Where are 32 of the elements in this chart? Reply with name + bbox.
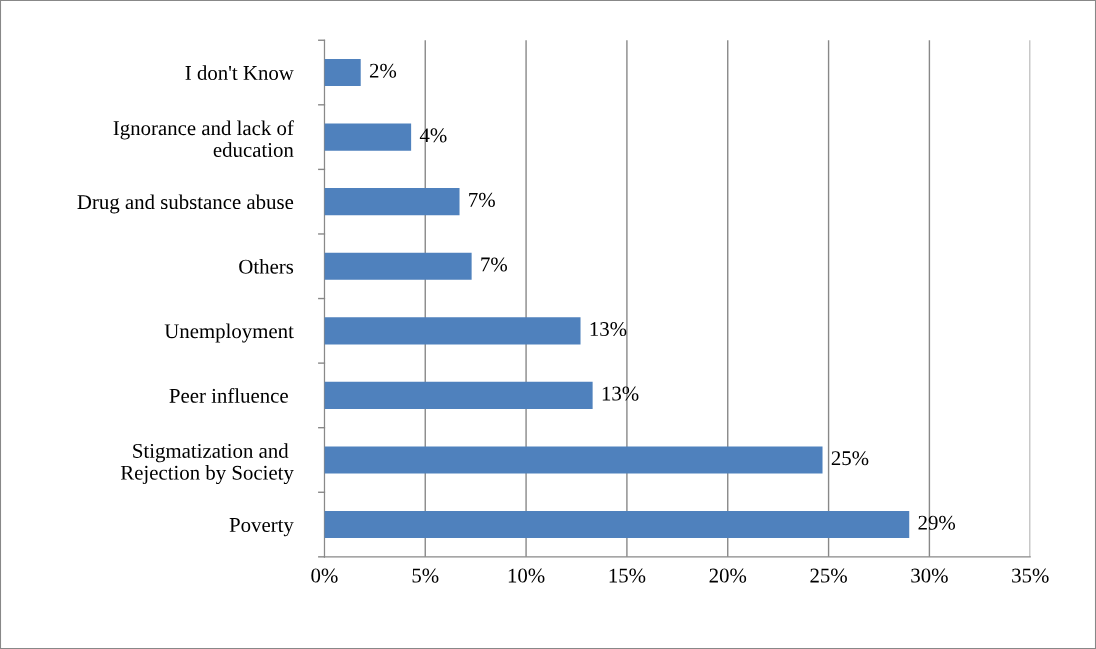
data-label: 7% xyxy=(469,192,495,207)
y-tick-label: Unemployment xyxy=(164,323,294,343)
y-tick-label: I don't Know xyxy=(185,65,294,80)
y-tick-label: Poverty xyxy=(229,518,294,537)
bar xyxy=(324,252,472,280)
bar xyxy=(324,123,412,151)
y-tick-label: Peer influence xyxy=(169,387,288,403)
x-tick-label: 20% xyxy=(709,568,747,583)
data-label: 13% xyxy=(602,386,639,401)
x-tick-label: 5% xyxy=(412,568,439,583)
bar xyxy=(324,58,361,87)
y-tick-label: Ignorance and lack of education xyxy=(113,120,294,158)
data-label: 29% xyxy=(918,515,956,530)
x-tick-label: 35% xyxy=(1012,568,1049,583)
bar xyxy=(324,446,823,474)
x-tick-label: 15% xyxy=(609,568,646,583)
data-label: 4% xyxy=(419,128,447,143)
bar xyxy=(324,317,581,345)
x-tick-label: 10% xyxy=(508,568,545,583)
bar xyxy=(324,381,593,409)
y-tick-label: Drug and substance abuse xyxy=(77,194,294,214)
data-label: 7% xyxy=(481,257,508,272)
x-tick-label: 0% xyxy=(311,568,338,583)
data-label: 13% xyxy=(590,321,627,337)
data-label: 25% xyxy=(831,451,869,466)
y-tick-label: Stigmatization and Rejection by Society xyxy=(120,443,294,485)
data-label: 2% xyxy=(369,63,397,78)
bar xyxy=(324,188,460,216)
y-tick-label: Others xyxy=(239,259,294,274)
bar xyxy=(324,510,910,539)
x-tick-label: 30% xyxy=(911,568,948,583)
x-tick-label: 25% xyxy=(810,568,847,583)
